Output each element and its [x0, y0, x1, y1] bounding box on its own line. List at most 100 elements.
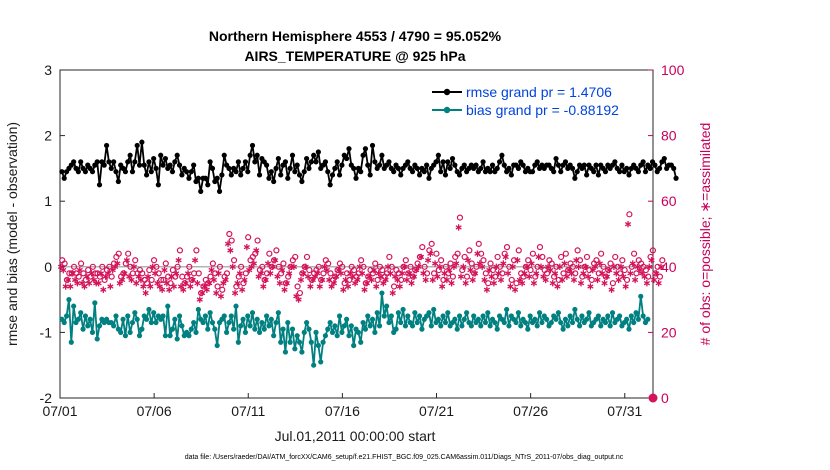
asterisk-stroke: [373, 284, 380, 289]
asterisk-stroke: [227, 248, 234, 253]
asterisk-stroke: [119, 277, 126, 283]
obs-assimilated-marker: [279, 266, 286, 274]
asterisk-stroke: [260, 284, 267, 289]
obs-assimilated-marker: [373, 283, 380, 290]
asterisk-stroke: [107, 284, 114, 289]
asterisk-stroke: [521, 271, 528, 276]
obs-possible-marker: [565, 266, 572, 274]
obs-assimilated-marker: [377, 273, 385, 280]
bias-point: [607, 323, 613, 329]
rmse-point: [209, 165, 216, 171]
obs-assimilated-marker: [326, 276, 333, 284]
obs-assimilated-marker: [166, 286, 173, 293]
obs-assimilated-marker: [547, 266, 554, 274]
rmse-point: [332, 165, 338, 171]
bias-point: [327, 319, 333, 326]
obs-assimilated-marker: [384, 263, 392, 270]
asterisk-stroke: [523, 264, 530, 269]
obs-possible-marker: [214, 283, 221, 290]
asterisk-stroke: [283, 281, 290, 286]
obs-possible-marker: [266, 250, 273, 257]
asterisk-stroke: [610, 264, 618, 269]
obs-possible-marker: [390, 283, 398, 290]
obs-possible-marker: [207, 273, 214, 280]
rmse-point: [661, 155, 667, 162]
bias-point: [179, 323, 185, 329]
asterisk-stroke: [584, 274, 592, 279]
obs-possible-marker: [282, 280, 289, 287]
asterisk-stroke: [239, 287, 246, 292]
obs-assimilated-marker: [523, 263, 530, 270]
rmse-point: [155, 182, 161, 188]
obs-assimilated-marker: [446, 266, 453, 274]
asterisk-stroke: [271, 258, 279, 263]
obs-assimilated-marker: [584, 273, 592, 280]
bias-point: [355, 329, 361, 335]
bias-point: [329, 329, 336, 335]
rmse-point: [176, 162, 183, 168]
obs-assimilated-marker: [142, 289, 149, 297]
rmse-point: [108, 165, 114, 171]
asterisk-stroke: [509, 264, 516, 269]
obs-possible-marker: [148, 276, 155, 284]
obs-possible-marker: [609, 280, 617, 287]
obs-assimilated-marker: [403, 276, 410, 284]
bias-point: [249, 310, 256, 316]
obs-possible-marker: [195, 270, 202, 277]
bias-point: [501, 319, 507, 326]
rmse-point: [416, 172, 423, 178]
obs-possible-marker: [463, 273, 471, 280]
asterisk-stroke: [170, 284, 178, 289]
asterisk-stroke: [568, 271, 575, 276]
obs-assimilated-marker: [314, 270, 321, 277]
bias-point: [214, 342, 220, 349]
bias-point: [172, 316, 178, 322]
obs-possible-marker: [306, 266, 313, 274]
legend-bias-label: bias grand pr = -0.88192: [466, 102, 619, 118]
bias-point: [395, 310, 401, 316]
bias-point: [252, 326, 258, 332]
obs-assimilated-marker: [556, 263, 563, 270]
obs-possible-marker: [318, 276, 325, 284]
bias-point: [169, 326, 176, 332]
rmse-point: [593, 162, 599, 168]
bias-point: [280, 326, 286, 332]
bias-point: [475, 316, 481, 322]
bias-point: [261, 326, 267, 332]
obs-possible-marker: [327, 270, 334, 277]
bias-point: [536, 310, 543, 316]
obs-assimilated-marker: [434, 273, 441, 280]
asterisk-stroke: [264, 261, 272, 266]
rmse-point: [409, 169, 416, 175]
obs-possible-marker: [197, 289, 205, 297]
obs-assimilated-marker: [175, 257, 182, 264]
asterisk-stroke: [533, 271, 540, 276]
bias-point: [264, 313, 270, 319]
obs-assimilated-marker: [184, 270, 192, 277]
rmse-point: [271, 178, 277, 185]
rmse-point: [414, 165, 420, 171]
bias-point: [125, 313, 131, 319]
obs-assimilated-marker: [415, 263, 422, 270]
x-tick-label: 07/01: [42, 403, 77, 419]
asterisk-stroke: [519, 281, 526, 286]
asterisk-stroke: [488, 274, 495, 279]
obs-assimilated-marker: [563, 273, 570, 280]
asterisk-stroke: [326, 277, 333, 283]
obs-possible-marker: [652, 270, 659, 277]
asterisk-stroke: [208, 267, 215, 273]
rmse-point: [529, 169, 536, 175]
rmse-point: [376, 162, 383, 168]
obs-assimilated-marker: [422, 276, 429, 284]
rmse-point: [358, 169, 364, 175]
rmse-point: [198, 188, 204, 194]
bias-point: [461, 316, 467, 322]
obs-possible-marker: [70, 263, 78, 270]
asterisk-stroke: [620, 274, 627, 279]
bias-point: [162, 333, 169, 339]
rmse-point: [473, 162, 479, 168]
asterisk-stroke: [653, 271, 660, 276]
obs-assimilated-marker: [104, 270, 112, 277]
asterisk-stroke: [396, 284, 403, 289]
asterisk-stroke: [347, 271, 354, 276]
